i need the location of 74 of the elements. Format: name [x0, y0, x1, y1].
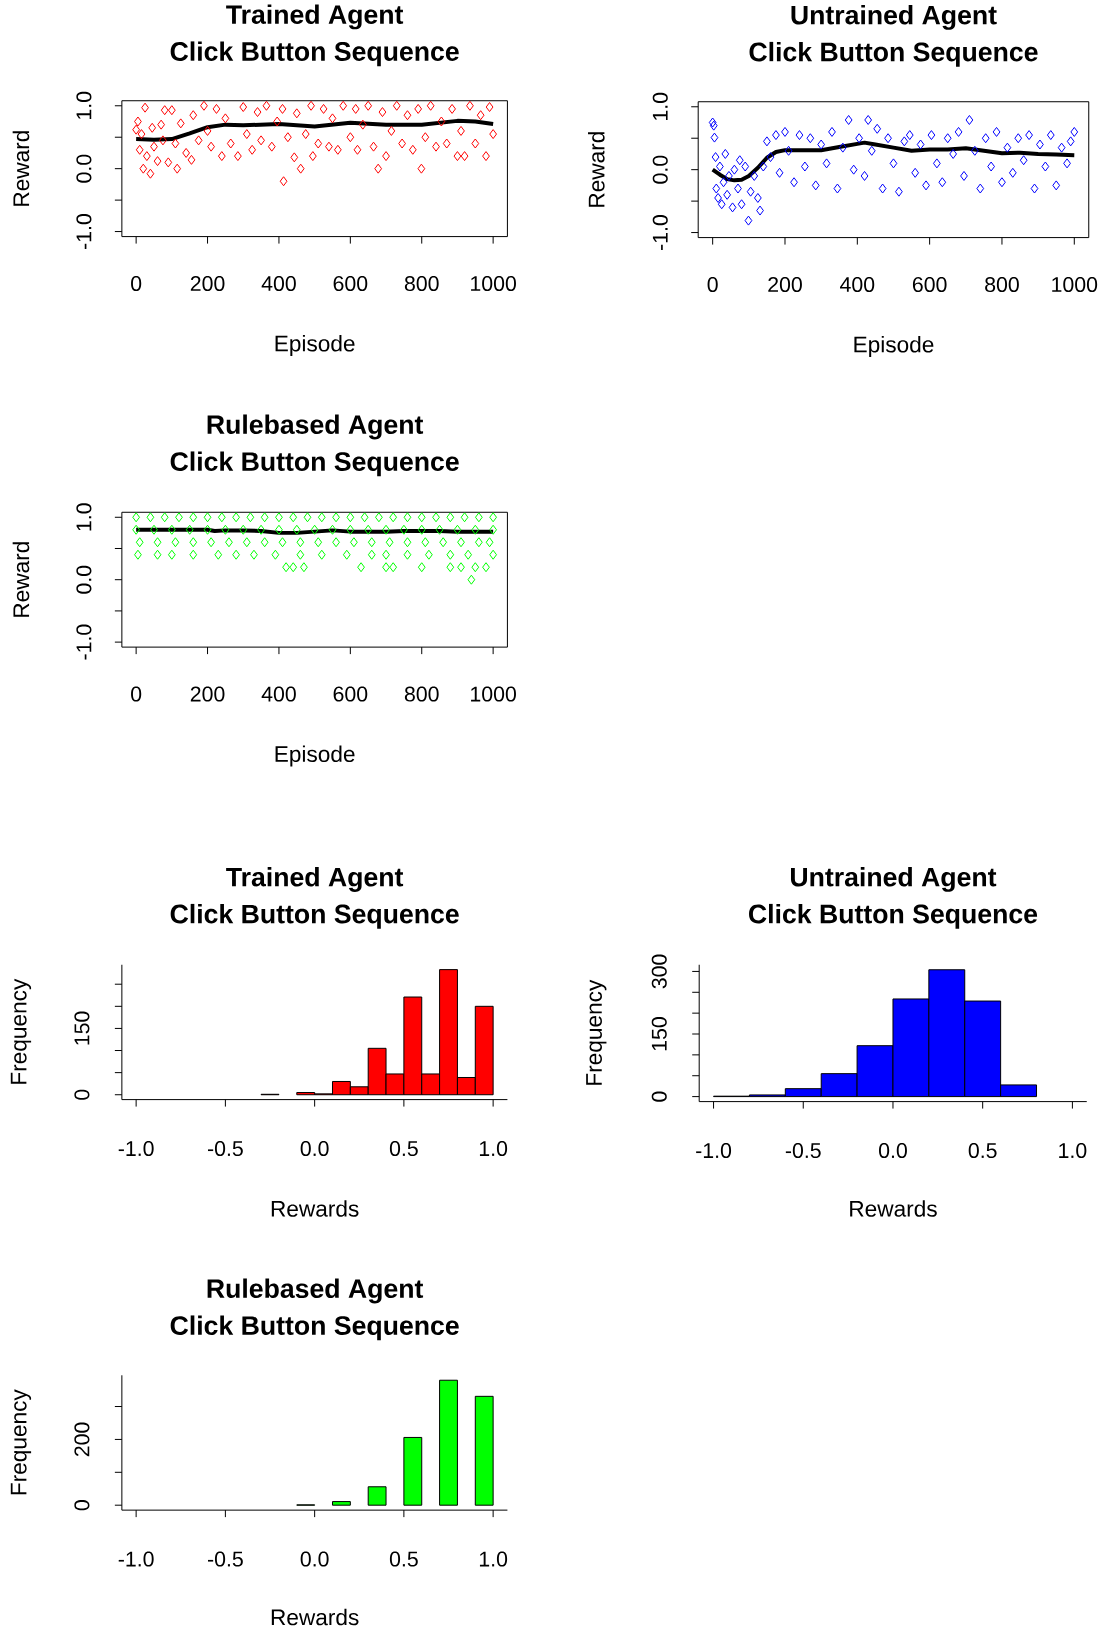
y-tick-label: 200 [74, 1422, 90, 1457]
x-tick-label: 1.0 [480, 1551, 508, 1567]
y-tick-label: 0.0 [76, 565, 92, 594]
y-axis-title: Frequency [10, 978, 32, 1084]
chart-title: Trained Agent [226, 866, 404, 892]
y-tick-label: 0 [74, 1089, 90, 1100]
x-tick-label: -0.5 [208, 1551, 243, 1567]
chart-title: Trained Agent [226, 4, 404, 30]
y-axis-title: Reward [12, 542, 30, 617]
x-tick-label: 1.0 [480, 1141, 508, 1157]
y-tick-label: 1.0 [652, 92, 668, 120]
x-tick-label: 1000 [471, 276, 517, 292]
y-tick-label: 150 [74, 1011, 90, 1045]
y-tick-label: 0.0 [76, 154, 92, 183]
y-tick-label: -1.0 [652, 215, 668, 250]
chart-title: Rulebased Agent [207, 1278, 424, 1304]
x-tick-label: 400 [840, 277, 875, 293]
x-tick-label: 0 [131, 276, 142, 292]
chart-subtitle: Click Button Sequence [749, 903, 1038, 929]
y-tick-label: 300 [651, 954, 667, 989]
x-tick-label: 600 [333, 686, 368, 702]
y-tick-label: 0 [74, 1500, 90, 1511]
x-tick-label: 400 [261, 276, 297, 292]
chart-subtitle: Click Button Sequence [170, 903, 459, 929]
x-tick-label: 1.0 [1059, 1143, 1087, 1159]
y-tick-label: 150 [651, 1017, 667, 1051]
x-tick-label: 0.5 [968, 1143, 997, 1159]
y-tick-label: 1.0 [76, 91, 92, 119]
x-tick-label: 0.0 [300, 1141, 329, 1157]
x-tick-label: -0.5 [785, 1143, 821, 1159]
line-series [134, 118, 496, 142]
x-tick-label: 600 [913, 277, 947, 293]
x-tick-label: -1.0 [118, 1551, 154, 1567]
x-tick-label: 600 [333, 276, 368, 292]
x-tick-label: 1000 [1052, 277, 1098, 293]
x-axis-title: Rewards [850, 1200, 937, 1217]
x-tick-label: 400 [261, 686, 297, 702]
chart-title: Untrained Agent [791, 866, 997, 892]
x-tick-label: 1000 [471, 686, 517, 702]
y-tick-label: -1.0 [76, 624, 92, 660]
x-axis-title: Rewards [271, 1608, 359, 1626]
x-tick-label: -1.0 [118, 1141, 154, 1157]
y-axis-title: Frequency [586, 979, 607, 1085]
chart-subtitle: Click Button Sequence [170, 1315, 459, 1341]
x-tick-label: 0.0 [879, 1143, 908, 1159]
x-tick-label: 0 [707, 277, 718, 293]
x-tick-label: 0.5 [390, 1551, 418, 1567]
x-tick-label: -0.5 [208, 1141, 243, 1157]
x-tick-label: 800 [405, 276, 439, 292]
y-tick-label: 0.0 [652, 155, 668, 184]
x-axis-title: Episode [275, 334, 355, 357]
y-tick-label: 0 [651, 1091, 667, 1102]
chart-subtitle: Click Button Sequence [749, 41, 1038, 67]
y-tick-label: 1.0 [76, 503, 92, 531]
chart-subtitle: Click Button Sequence [170, 41, 459, 67]
x-tick-label: -1.0 [696, 1143, 732, 1159]
x-tick-label: 0.5 [390, 1141, 418, 1157]
x-axis-title: Episode [275, 745, 355, 767]
x-tick-label: 200 [190, 686, 225, 702]
y-axis-title: Frequency [10, 1389, 32, 1495]
x-tick-label: 200 [190, 276, 225, 292]
x-tick-label: 0.0 [300, 1551, 329, 1567]
x-tick-label: 200 [768, 277, 803, 293]
x-tick-label: 800 [985, 277, 1020, 293]
x-tick-label: 0 [131, 686, 142, 702]
x-tick-label: 800 [405, 686, 439, 702]
chart-subtitle: Click Button Sequence [170, 451, 459, 477]
y-axis-title: Reward [12, 131, 30, 206]
y-axis-title: Reward [588, 132, 605, 207]
chart-title: Rulebased Agent [207, 414, 424, 440]
y-tick-label: -1.0 [76, 214, 92, 249]
x-axis-title: Rewards [271, 1200, 359, 1217]
chart-title: Untrained Agent [791, 4, 997, 30]
x-axis-title: Episode [854, 335, 934, 358]
